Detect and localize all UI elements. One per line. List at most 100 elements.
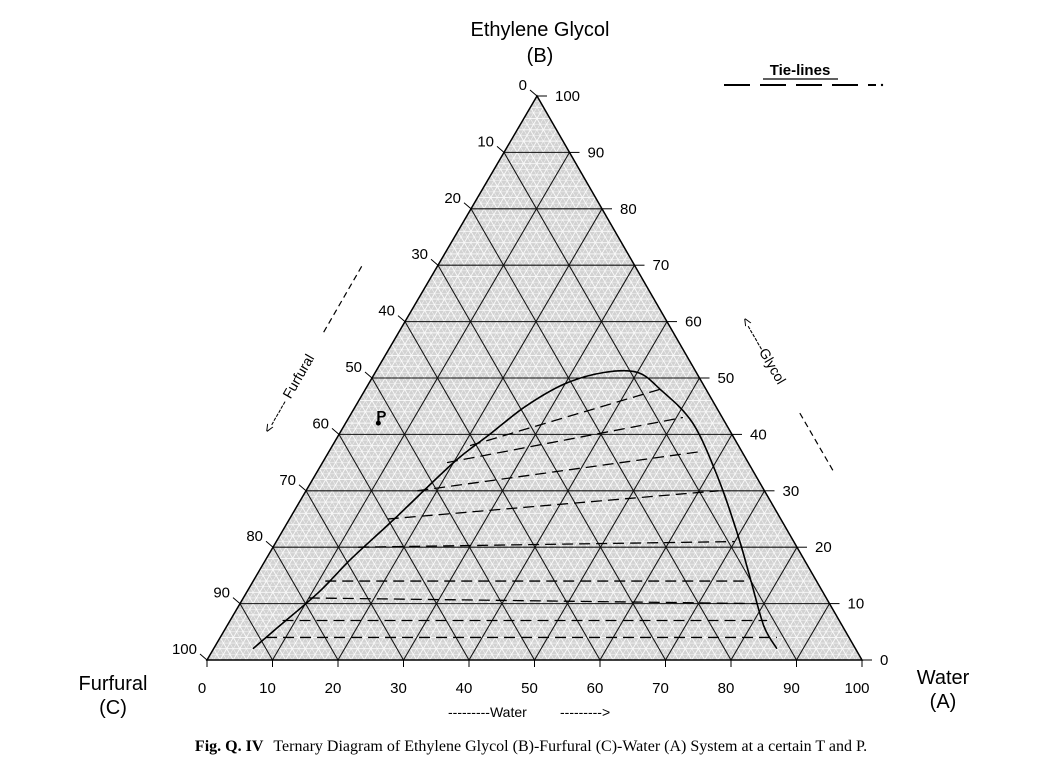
- apex-right-code: (A): [930, 691, 957, 713]
- hatch-line: [842, 642, 853, 660]
- hatch-line: [533, 101, 856, 660]
- water-tick-label: 20: [325, 680, 342, 697]
- hatch-line: [447, 248, 686, 660]
- hatch-line: [802, 609, 833, 660]
- hatch-line: [776, 586, 820, 660]
- glycol-tick-label: 60: [685, 314, 702, 331]
- hatch-line: [567, 406, 716, 660]
- furfural-tick-mark: [265, 540, 274, 548]
- water-tick-label: 100: [844, 680, 869, 697]
- hatch-line: [514, 360, 690, 660]
- tie-line: [308, 597, 758, 605]
- water-axis-caption: ---------Water --------->: [448, 704, 610, 720]
- glycol-tick-label: 80: [620, 201, 637, 218]
- major-grid-line: [437, 264, 666, 661]
- major-grid-line: [371, 377, 535, 661]
- glycol-tick-label: 40: [750, 426, 767, 443]
- glycol-tick-label: 30: [783, 483, 800, 500]
- minor-grid-line: [259, 569, 313, 660]
- minor-grid-line: [835, 637, 850, 660]
- hatch-line: [381, 360, 555, 660]
- hatch-line: [368, 383, 529, 660]
- furfural-tick-label: 70: [279, 472, 296, 489]
- hatch-line: [580, 417, 723, 660]
- furfural-tick-mark: [331, 428, 340, 435]
- glycol-tick-label: 10: [848, 596, 865, 613]
- hatch-line: [658, 485, 762, 660]
- hatch-line: [388, 349, 568, 660]
- hatch-line: [278, 157, 573, 660]
- water-tick-label: 40: [456, 680, 473, 697]
- furfural-tick-label: 40: [378, 303, 395, 320]
- hatch-line: [213, 101, 541, 660]
- water-tick-label: 90: [783, 680, 800, 697]
- hatch-line: [344, 214, 606, 660]
- furfural-tick-label: 50: [345, 359, 362, 376]
- point-p-marker: [375, 420, 381, 426]
- minor-grid-line: [573, 411, 720, 660]
- glycol-tick-label: 0: [880, 652, 888, 669]
- furfural-tick-label: 80: [246, 528, 263, 545]
- hatch-line: [436, 293, 651, 660]
- water-tick-label: 50: [521, 680, 538, 697]
- hatch-line: [375, 372, 542, 660]
- furfural-axis-dash: [323, 262, 365, 333]
- figure-caption: Fig. Q. IV Ternary Diagram of Ethylene Gl…: [0, 738, 1062, 756]
- hatch-line: [401, 327, 594, 660]
- glycol-tick-label: 90: [588, 144, 605, 161]
- hatch-line: [855, 654, 859, 660]
- hatch-line: [229, 620, 254, 660]
- hatch-line: [493, 169, 778, 660]
- hatch-line: [553, 394, 710, 660]
- caption-text: Ternary Diagram of Ethylene Glycol (B)-F…: [273, 738, 868, 755]
- water-tick-label: 70: [652, 680, 669, 697]
- apex-left-code: (C): [99, 697, 127, 719]
- minor-grid-line: [417, 298, 627, 660]
- water-axis-label: ---------Water: [448, 704, 527, 720]
- furfural-tick-mark: [496, 146, 505, 153]
- hatch-line: [295, 507, 385, 660]
- hatch-line: [829, 631, 846, 660]
- hatch-line: [355, 406, 502, 660]
- minor-grid-line: [652, 479, 759, 660]
- hatch-line: [239, 124, 554, 660]
- major-grid-line: [403, 264, 635, 661]
- hatch-line: [815, 620, 840, 660]
- glycol-tick-label: 70: [653, 257, 670, 274]
- legend: Tie-lines: [724, 62, 884, 87]
- hatch-line: [256, 575, 306, 660]
- furfural-tick-label: 90: [213, 585, 230, 602]
- water-axis-arrow: --------->: [560, 704, 610, 720]
- water-axis-ticks: 0 10 20 30 40 50 60 70 80 90 100: [198, 680, 870, 697]
- minor-grid-line: [378, 366, 548, 660]
- minor-grid-line: [756, 569, 811, 660]
- water-tick-label: 80: [718, 680, 735, 697]
- major-grid-line: [730, 546, 798, 661]
- hatch-line: [276, 541, 345, 660]
- tie-lines: [266, 388, 777, 639]
- hatch-line: [789, 597, 827, 660]
- hatch-line: [249, 586, 293, 660]
- minor-grid-line: [219, 637, 234, 660]
- major-grid-line: [599, 434, 733, 661]
- furfural-axis-ticks: 0 10 20 30 40 50 60 70 80 90 100: [172, 77, 527, 658]
- caption-label: Fig. Q. IV: [194, 738, 264, 755]
- hatch-line: [606, 439, 736, 660]
- hatch-line: [434, 270, 660, 660]
- tie-line: [417, 450, 703, 492]
- hatch-line: [427, 281, 647, 660]
- furfural-tick-mark: [430, 258, 439, 266]
- hatch-line: [265, 146, 567, 660]
- major-grid: [239, 151, 830, 661]
- hatch-line: [480, 191, 751, 660]
- hatch-line: [750, 563, 807, 660]
- glycol-axis-ticks: 0 10 20 30 40 50 60 70 80 90 100: [555, 88, 888, 669]
- hatch-line: [236, 609, 267, 660]
- hatch-line: [216, 642, 227, 660]
- glycol-tick-label: 100: [555, 88, 580, 105]
- hatch-line: [408, 315, 607, 660]
- hatch-line: [441, 259, 673, 660]
- furfural-tick-mark: [397, 315, 406, 322]
- hatch-line: [593, 428, 729, 660]
- hatch-line: [315, 473, 424, 660]
